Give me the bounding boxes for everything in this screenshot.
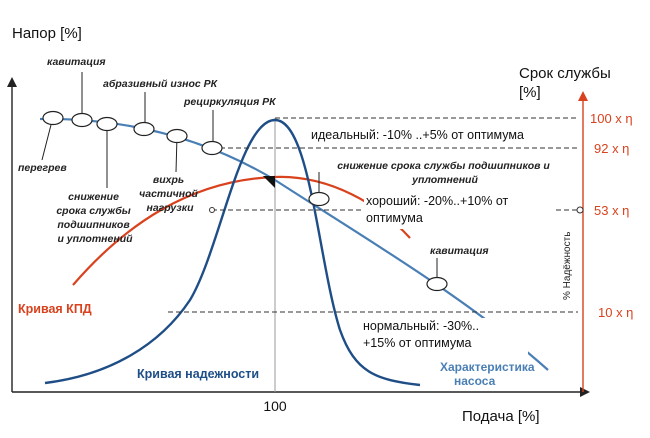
level-label-10-line1: нормальный: -30%..	[363, 319, 479, 333]
level-label-53-line2: оптимума	[366, 211, 423, 225]
y-axis-title: Напор [%]	[12, 25, 82, 42]
level-label-bg-92	[308, 126, 576, 142]
level-value-100: 100 x η	[590, 111, 633, 126]
level-dot-53-right	[576, 206, 584, 214]
level-label-bg-53	[364, 193, 556, 229]
annotation-cavitation-right: кавитация	[430, 245, 489, 257]
level-dot-53-left	[209, 207, 215, 213]
point-abrasive	[133, 121, 155, 137]
level-label-10-line2: +15% от оптимума	[363, 336, 472, 350]
point-cavitation-right	[426, 276, 448, 292]
reliability-curve	[44, 118, 421, 387]
x-tick-100: 100	[263, 398, 287, 414]
y2-side-label: % Надёжность	[562, 232, 573, 300]
annotation-partial-load: вихрь частичной нагрузки	[139, 174, 201, 214]
reliability-curve-label: Кривая надежности	[137, 367, 259, 381]
level-value-53: 53 x η	[594, 203, 629, 218]
annotation-cavitation-top: кавитация	[47, 56, 106, 68]
annotation-bearing-left-2: срока службы	[56, 205, 130, 217]
y2-axis-title-line1: Срок службы	[519, 65, 611, 82]
bep-marker	[263, 176, 275, 188]
annotation-partial-load-3: нагрузки	[147, 202, 195, 214]
pump-curve-label-2: насоса	[454, 374, 496, 388]
annotation-abrasive: абразивный износ РК	[103, 78, 219, 90]
level-value-92: 92 x η	[594, 141, 629, 156]
point-overheat	[42, 110, 64, 126]
point-bearing-left	[96, 116, 118, 132]
efficiency-curve-label: Кривая КПД	[18, 302, 92, 316]
level-label-bg-10	[358, 318, 528, 354]
level-value-10: 10 x η	[598, 305, 633, 320]
annotation-bearing-right-1: снижение срока службы подшипников и	[337, 160, 550, 172]
pump-curve-label: Характеристика насоса	[440, 360, 538, 388]
annotation-bearing-left-1: снижение	[68, 191, 119, 203]
annotation-bearing-left: снижение срока службы подшипников и упло…	[56, 191, 133, 245]
point-partial-load	[166, 128, 188, 144]
x-axis-title: Подача [%]	[462, 408, 540, 425]
annotation-bearing-right-2: уплотнений	[411, 174, 478, 186]
level-label-53-line1: хороший: -20%..+10% от	[366, 194, 508, 208]
annotation-bearing-left-4: и уплотнений	[57, 233, 133, 245]
annotation-partial-load-2: частичной	[139, 188, 198, 200]
point-recirculation	[201, 140, 223, 156]
level-label-92: идеальный: -10% ..+5% от оптимума	[311, 128, 524, 142]
annotation-bearing-left-3: подшипников	[57, 219, 130, 231]
annotation-overheat: перегрев	[18, 162, 67, 174]
y2-axis-title-line2: [%]	[519, 84, 541, 101]
annotation-partial-load-1: вихрь	[153, 174, 184, 186]
pump-curve-label-1: Характеристика	[440, 360, 535, 374]
level-label-53: хороший: -20%..+10% от оптимума	[366, 194, 512, 225]
annotation-recirculation: рециркуляция РК	[183, 96, 277, 108]
pump-curve	[39, 117, 549, 371]
annotation-bearing-right: снижение срока службы подшипников и упло…	[337, 160, 553, 186]
level-label-10: нормальный: -30%.. +15% от оптимума	[363, 319, 483, 350]
point-cavitation	[71, 112, 93, 128]
point-bearing-right	[308, 191, 330, 207]
